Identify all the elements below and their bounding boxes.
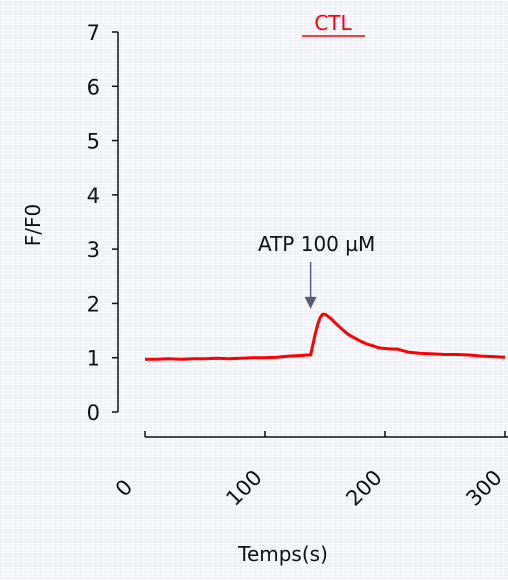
x-tick-label: 300 bbox=[461, 465, 506, 510]
x-tick-label: 200 bbox=[341, 465, 386, 510]
y-tick-label: 6 bbox=[87, 75, 100, 99]
x-tick-label: 0 bbox=[111, 475, 137, 501]
y-tick-label: 4 bbox=[87, 184, 100, 208]
y-tick-label: 3 bbox=[87, 238, 100, 262]
chart-title: CTL bbox=[314, 11, 352, 35]
annotation-label: ATP 100 µM bbox=[258, 232, 375, 256]
annotation-arrow-head bbox=[304, 296, 317, 309]
y-tick-label: 0 bbox=[87, 401, 100, 425]
y-axis-label: F/F0 bbox=[21, 204, 45, 246]
y-tick-label: 2 bbox=[87, 292, 100, 316]
x-tick-label: 100 bbox=[221, 465, 266, 510]
y-tick-label: 1 bbox=[87, 347, 100, 371]
series-line bbox=[145, 312, 506, 361]
y-tick-label: 5 bbox=[87, 130, 100, 154]
x-axis-label: Temps(s) bbox=[237, 542, 328, 566]
y-tick-label: 7 bbox=[87, 21, 100, 45]
